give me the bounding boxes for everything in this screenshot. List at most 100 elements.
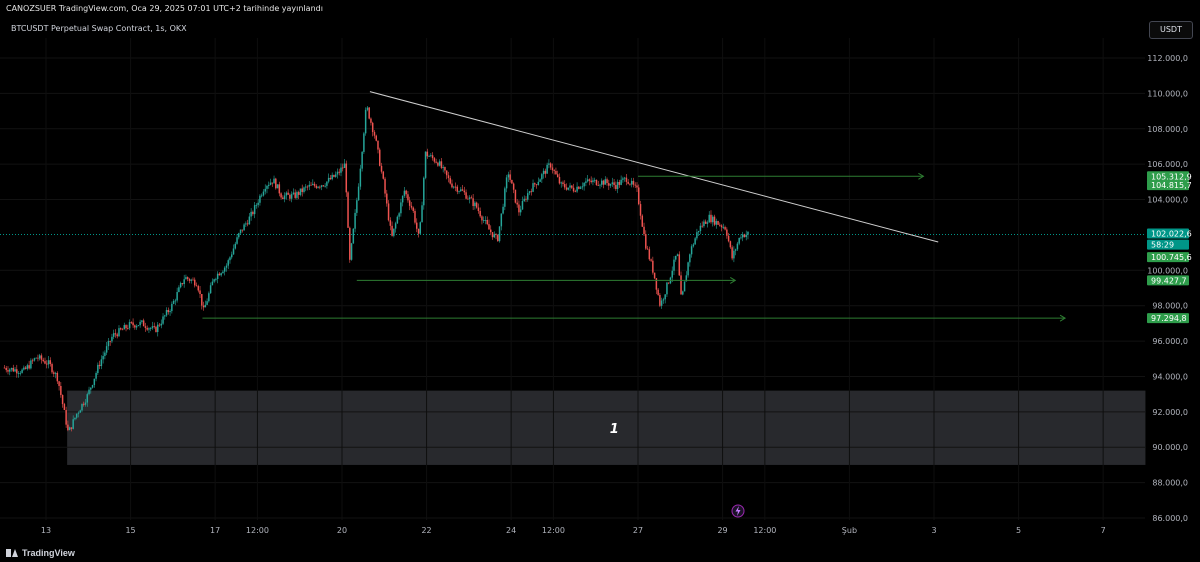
candle-body bbox=[262, 191, 265, 196]
candle-body bbox=[453, 186, 455, 188]
candle-body bbox=[523, 198, 525, 202]
candle-body bbox=[310, 184, 312, 186]
y-tick-label: 88.000,0 bbox=[1152, 479, 1188, 488]
candle-body bbox=[664, 294, 666, 300]
candle-body bbox=[514, 189, 517, 203]
candle-body bbox=[227, 260, 229, 266]
candle-body bbox=[474, 202, 476, 207]
candle-body bbox=[673, 259, 675, 271]
candle-body bbox=[141, 320, 143, 322]
y-tick-label: 106.000,0 bbox=[1147, 160, 1188, 169]
candle-body bbox=[592, 180, 594, 183]
symbol-title: BTCUSDT Perpetual Swap Contract, 1s, OKX bbox=[11, 24, 187, 33]
candle-body bbox=[30, 360, 32, 369]
price-label-bg bbox=[1147, 239, 1189, 250]
candle-body bbox=[209, 285, 212, 294]
candle-body bbox=[120, 328, 122, 330]
candle-body bbox=[486, 219, 488, 225]
lightning-icon[interactable] bbox=[731, 504, 745, 518]
candle-body bbox=[90, 387, 92, 390]
x-tick-label: 12:00 bbox=[246, 526, 269, 535]
candle-body bbox=[482, 220, 485, 221]
price-label: 104.815,7 bbox=[1151, 181, 1192, 190]
candle-body bbox=[243, 224, 245, 231]
candle-body bbox=[629, 183, 631, 185]
candle-body bbox=[102, 355, 104, 360]
candle-body bbox=[148, 328, 150, 330]
candle-body bbox=[134, 325, 136, 328]
candle-body bbox=[683, 281, 686, 292]
candle-body bbox=[451, 183, 453, 188]
candle-body bbox=[301, 188, 303, 192]
candle-body bbox=[112, 333, 115, 337]
candle-body bbox=[204, 304, 207, 308]
candle-body bbox=[734, 249, 737, 251]
candle-body bbox=[410, 205, 413, 208]
candle-body bbox=[639, 204, 642, 216]
price-label-bg bbox=[1147, 275, 1189, 286]
candle-body bbox=[648, 249, 651, 260]
candle-body bbox=[689, 254, 691, 263]
candle-body bbox=[534, 183, 536, 185]
candle-body bbox=[269, 182, 272, 185]
candle-body bbox=[703, 221, 705, 227]
candle-body bbox=[611, 182, 614, 185]
candle-body bbox=[225, 265, 228, 268]
candle-body bbox=[710, 214, 712, 223]
x-tick-label: 15 bbox=[125, 526, 135, 535]
candle-body bbox=[646, 248, 649, 250]
currency-button[interactable]: USDT bbox=[1149, 21, 1193, 39]
candle-body bbox=[79, 410, 81, 413]
candle-body bbox=[625, 177, 628, 182]
candle-body bbox=[666, 282, 668, 295]
trendline[interactable] bbox=[369, 91, 939, 243]
candle-body bbox=[426, 151, 429, 157]
candle-body bbox=[287, 192, 289, 195]
x-tick-label: 24 bbox=[506, 526, 516, 535]
candle-body bbox=[155, 326, 157, 332]
candle-body bbox=[622, 178, 624, 180]
y-tick-label: 86.000,0 bbox=[1152, 514, 1188, 523]
candle-body bbox=[278, 184, 281, 194]
candle-body bbox=[259, 195, 261, 203]
candle-body bbox=[741, 234, 744, 238]
candle-body bbox=[292, 192, 295, 195]
candle-body bbox=[571, 185, 573, 188]
candle-body bbox=[176, 292, 178, 301]
candle-body bbox=[248, 216, 251, 225]
candle-body bbox=[38, 355, 41, 359]
candle-body bbox=[368, 107, 370, 119]
candle-body bbox=[558, 176, 561, 184]
candle-body bbox=[157, 324, 159, 332]
price-label: 102.022,6 bbox=[1151, 230, 1192, 239]
candle-body bbox=[21, 369, 23, 373]
candle-body bbox=[597, 184, 599, 186]
candle-body bbox=[618, 181, 621, 185]
tradingview-logo[interactable]: TradingView bbox=[6, 548, 75, 558]
candle-body bbox=[375, 135, 377, 141]
candle-body bbox=[579, 187, 582, 189]
candle-body bbox=[667, 282, 670, 284]
candle-body bbox=[46, 363, 48, 365]
candle-body bbox=[671, 270, 673, 278]
x-tick-label: 5 bbox=[1016, 526, 1021, 535]
candle-body bbox=[694, 238, 696, 245]
candle-body bbox=[576, 186, 578, 192]
candle-body bbox=[396, 216, 399, 224]
candle-body bbox=[151, 326, 154, 329]
candle-body bbox=[556, 174, 559, 177]
candle-body bbox=[562, 182, 564, 185]
candle-body bbox=[26, 365, 29, 369]
candle-body bbox=[504, 188, 506, 207]
candle-body bbox=[643, 226, 645, 235]
candle-body bbox=[24, 367, 27, 369]
candle-body bbox=[405, 190, 407, 195]
candle-body bbox=[371, 122, 374, 133]
candle-body bbox=[657, 289, 659, 295]
candle-body bbox=[211, 281, 214, 286]
candle-body bbox=[586, 179, 589, 182]
demand-zone[interactable] bbox=[67, 390, 1146, 465]
candle-body bbox=[382, 171, 385, 179]
candle-body bbox=[206, 301, 208, 305]
